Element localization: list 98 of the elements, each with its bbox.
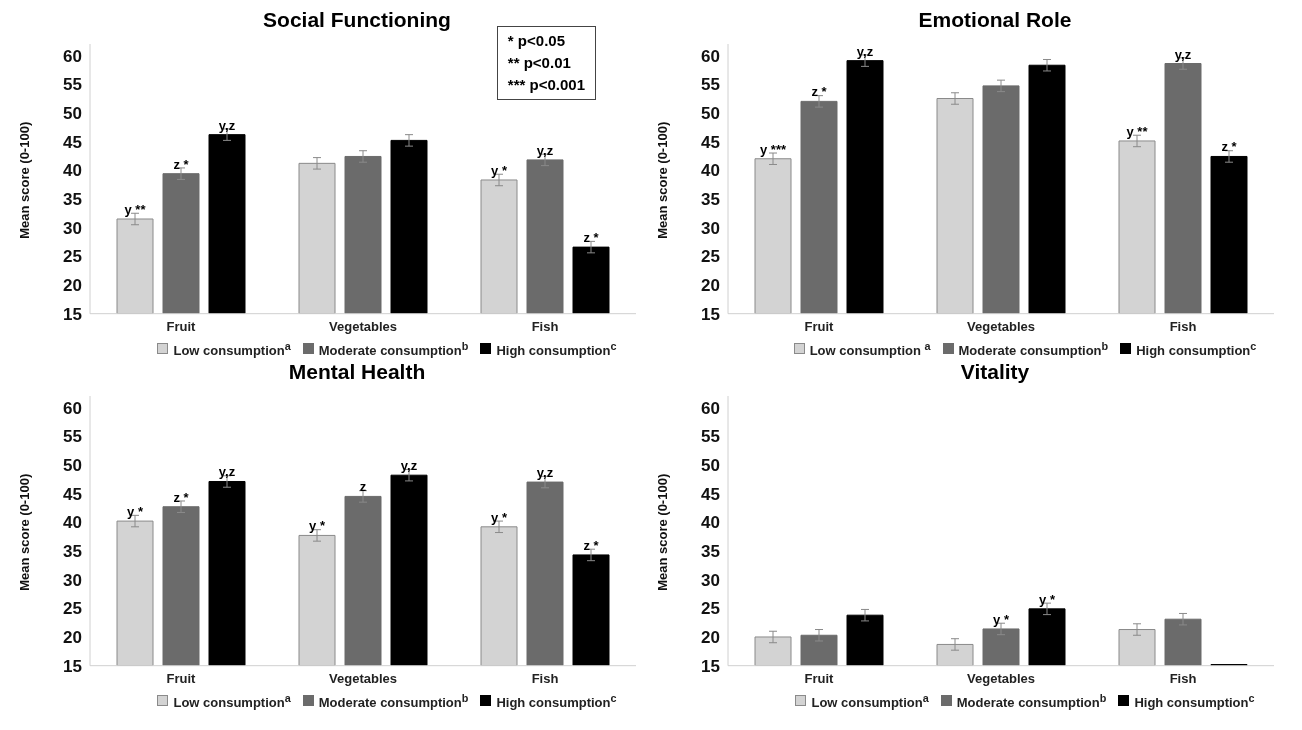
x-tick-label: Vegetables xyxy=(967,318,1035,334)
data-label: y * xyxy=(1039,591,1056,607)
x-tick-label: Fruit xyxy=(166,318,197,334)
legend-label: Moderate consumption$^{b}$ xyxy=(318,339,469,358)
y-tick-label: 55 xyxy=(63,427,82,447)
data-label: z * xyxy=(1221,139,1238,155)
legend-label: Low consumption$^{a}$ xyxy=(173,691,291,710)
y-tick-label: 50 xyxy=(701,103,720,123)
y-tick-label: 50 xyxy=(63,103,82,123)
legend-label: Moderate consumption$^{b}$ xyxy=(958,339,1109,358)
x-tick-label: Fish xyxy=(1169,670,1197,686)
y-axis-title: Mean score (0-100) xyxy=(16,121,32,239)
data-label: y,z xyxy=(536,465,554,481)
legend-label: High consumption$^{c}$ xyxy=(1136,339,1257,358)
data-label: y,z xyxy=(1174,46,1192,62)
y-tick-label: 15 xyxy=(63,304,82,324)
y-tick-label: 25 xyxy=(701,247,720,267)
y-tick-label: 30 xyxy=(701,570,720,590)
y-tick-label: 60 xyxy=(701,398,720,418)
y-tick-label: 55 xyxy=(63,75,82,95)
data-label: z * xyxy=(583,230,600,246)
data-label: y * xyxy=(491,162,508,178)
data-label: y,z xyxy=(856,43,874,59)
chart-title: Vitality xyxy=(959,360,1031,385)
x-tick-label: Fish xyxy=(531,670,559,686)
data-label: y *** xyxy=(759,141,787,157)
y-tick-label: 15 xyxy=(701,304,720,324)
legend-label: Low consumption$^{a}$ xyxy=(173,339,291,358)
annotation: * p<0.05 xyxy=(507,31,566,51)
y-tick-label: 60 xyxy=(701,46,720,66)
chart-title: Emotional Role xyxy=(917,8,1073,33)
y-tick-label: 40 xyxy=(63,513,82,533)
data-label: y * xyxy=(309,518,326,534)
y-tick-label: 55 xyxy=(701,427,720,447)
y-tick-label: 25 xyxy=(701,599,720,619)
data-label: z * xyxy=(811,84,828,100)
y-tick-label: 35 xyxy=(701,541,720,561)
data-label: z * xyxy=(173,489,190,505)
y-tick-label: 25 xyxy=(63,247,82,267)
y-tick-label: 60 xyxy=(63,46,82,66)
x-tick-label: Vegetables xyxy=(329,670,397,686)
y-tick-label: 20 xyxy=(701,276,720,296)
y-tick-label: 40 xyxy=(701,513,720,533)
x-tick-label: Fruit xyxy=(804,318,835,334)
data-label: y,z xyxy=(218,117,236,133)
data-label: y ** xyxy=(1126,123,1149,139)
x-tick-label: Vegetables xyxy=(329,318,397,334)
x-tick-label: Fish xyxy=(1169,318,1197,334)
y-tick-label: 25 xyxy=(63,599,82,619)
y-tick-label: 45 xyxy=(63,132,82,152)
y-axis-title: Mean score (0-100) xyxy=(654,473,670,591)
y-tick-label: 30 xyxy=(63,218,82,238)
y-tick-label: 15 xyxy=(63,656,82,676)
y-tick-label: 55 xyxy=(701,75,720,95)
y-tick-label: 45 xyxy=(701,484,720,504)
y-tick-label: 40 xyxy=(701,161,720,181)
chart-title: Social Functioning xyxy=(263,8,451,31)
y-tick-label: 45 xyxy=(701,132,720,152)
data-label: y,z xyxy=(218,464,236,480)
y-tick-label: 50 xyxy=(63,455,82,475)
y-axis-title: Mean score (0-100) xyxy=(16,473,32,591)
data-label: y * xyxy=(491,509,508,525)
annotation: ** p<0.01 xyxy=(507,53,572,73)
y-tick-label: 35 xyxy=(701,189,720,209)
y-tick-label: 40 xyxy=(63,161,82,181)
data-label: y ** xyxy=(124,202,147,217)
data-label: y * xyxy=(127,504,144,520)
legend-label: Moderate consumption$^{b}$ xyxy=(956,691,1107,710)
y-tick-label: 30 xyxy=(63,570,82,590)
y-tick-label: 35 xyxy=(63,541,82,561)
data-label: y,z xyxy=(536,142,554,158)
legend-label: High consumption$^{c}$ xyxy=(496,691,617,710)
legend-label: Low consumption $^{a}$ xyxy=(809,339,931,358)
y-tick-label: 30 xyxy=(701,218,720,238)
legend-label: High consumption$^{c}$ xyxy=(1134,691,1255,710)
y-tick-label: 15 xyxy=(701,656,720,676)
x-tick-label: Fruit xyxy=(166,670,197,686)
data-label: z * xyxy=(583,537,600,553)
data-label: z * xyxy=(173,156,190,172)
chart-title: Mental Health xyxy=(287,360,427,385)
y-tick-label: 35 xyxy=(63,189,82,209)
x-tick-label: Vegetables xyxy=(967,670,1035,686)
y-tick-label: 20 xyxy=(63,628,82,648)
y-tick-label: 60 xyxy=(63,398,82,418)
y-tick-label: 20 xyxy=(701,628,720,648)
annotation: *** p<0.001 xyxy=(507,75,585,95)
data-label: z xyxy=(359,479,367,495)
y-axis-title: Mean score (0-100) xyxy=(654,121,670,239)
x-tick-label: Fish xyxy=(531,318,559,334)
legend-label: High consumption$^{c}$ xyxy=(496,339,617,358)
legend-label: Moderate consumption$^{b}$ xyxy=(318,691,469,710)
y-tick-label: 50 xyxy=(701,455,720,475)
y-tick-label: 45 xyxy=(63,484,82,504)
data-label: y,z xyxy=(400,458,418,474)
x-tick-label: Fruit xyxy=(804,670,835,686)
y-tick-label: 20 xyxy=(63,276,82,296)
data-label: y * xyxy=(993,611,1010,627)
legend-label: Low consumption$^{a}$ xyxy=(811,691,929,710)
